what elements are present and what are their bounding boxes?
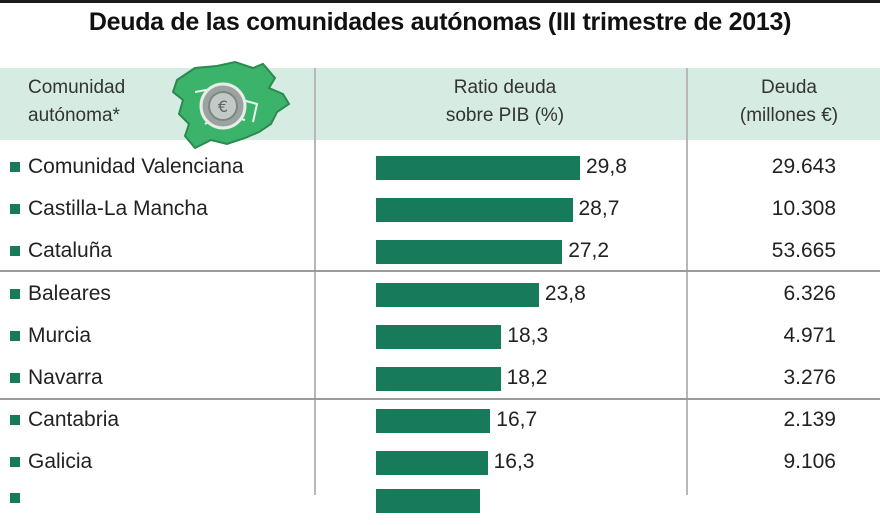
column-divider (314, 68, 316, 495)
row-marker (10, 162, 20, 172)
debt-value: 6.326 (783, 282, 836, 305)
debt-value: 3.276 (783, 366, 836, 389)
column-divider (686, 68, 688, 495)
column-header-debt: Deuda (millones €) (716, 74, 862, 130)
table-header (0, 68, 880, 140)
spain-map-icon: € (171, 60, 291, 150)
ratio-bar (376, 198, 573, 222)
column-header-community-line2: autónoma* (28, 105, 120, 126)
ratio-bar (376, 325, 502, 349)
ratio-value-label: 28,7 (578, 197, 620, 220)
top-rule (0, 0, 880, 3)
ratio-bar (376, 409, 491, 433)
row-marker (10, 415, 20, 425)
row-marker (10, 373, 20, 383)
community-name: Castilla-La Mancha (28, 197, 208, 220)
ratio-value-label: 16,7 (496, 408, 538, 431)
debt-value: 9.106 (783, 450, 836, 473)
table-row: Comunidad Valenciana 29,8 29.643 (0, 146, 880, 188)
column-header-ratio-line2: sobre PIB (%) (445, 105, 565, 126)
table-row: Cantabria 16,7 2.139 (0, 399, 880, 441)
ratio-bar (376, 240, 563, 264)
row-marker (10, 331, 20, 341)
chart-title: Deuda de las comunidades autónomas (III … (88, 8, 792, 36)
community-name: Cantabria (28, 408, 120, 431)
euro-coin-icon: € (199, 82, 247, 130)
community-name: Murcia (28, 324, 92, 347)
ratio-value-label: 18,3 (507, 324, 549, 347)
column-header-debt-line1: Deuda (761, 77, 817, 98)
ratio-value-label: 23,8 (544, 282, 586, 305)
svg-text:€: € (218, 97, 228, 116)
ratio-bar (376, 367, 501, 391)
column-header-ratio-line1: Ratio deuda (453, 77, 557, 98)
column-header-ratio: Ratio deuda sobre PIB (%) (400, 74, 610, 130)
group-separator (0, 270, 880, 272)
ratio-bar (376, 156, 580, 180)
row-marker (10, 289, 20, 299)
debt-value: 29.643 (771, 155, 836, 178)
row-marker (10, 246, 20, 256)
ratio-bar (376, 283, 539, 307)
ratio-value-label: 29,8 (586, 155, 627, 178)
row-marker (10, 457, 20, 467)
table-row: Cataluña 27,2 53.665 (0, 230, 880, 272)
community-name: Galicia (28, 450, 93, 473)
ratio-bar (376, 451, 488, 475)
debt-value: 2.139 (783, 408, 836, 431)
row-marker (10, 204, 20, 214)
community-name: Cataluña (28, 239, 113, 262)
debt-value: 53.665 (771, 239, 836, 262)
table-row: Galicia 16,3 9.106 (0, 441, 880, 483)
column-header-debt-line2: (millones €) (739, 105, 839, 126)
debt-value: 10.308 (771, 197, 836, 220)
table-row: Castilla-La Mancha 28,7 10.308 (0, 188, 880, 230)
table-row: Murcia 18,3 4.971 (0, 315, 880, 357)
community-name: Navarra (28, 366, 103, 389)
ratio-value-label: 16,3 (493, 450, 535, 473)
debt-value: 4.971 (783, 324, 836, 347)
bar-partial (376, 489, 480, 513)
ratio-value-label: 18,2 (506, 366, 548, 389)
ratio-value-label: 27,2 (568, 239, 610, 262)
community-name: Baleares (28, 282, 111, 305)
column-header-community-line1: Comunidad (28, 77, 126, 98)
table-row: Navarra 18,2 3.276 (0, 357, 880, 399)
group-separator (0, 398, 880, 400)
table-row: Baleares 23,8 6.326 (0, 273, 880, 315)
table-row-partial (0, 483, 880, 525)
column-header-community: Comunidad autónoma* (28, 74, 125, 130)
community-name: Comunidad Valenciana (28, 155, 244, 178)
